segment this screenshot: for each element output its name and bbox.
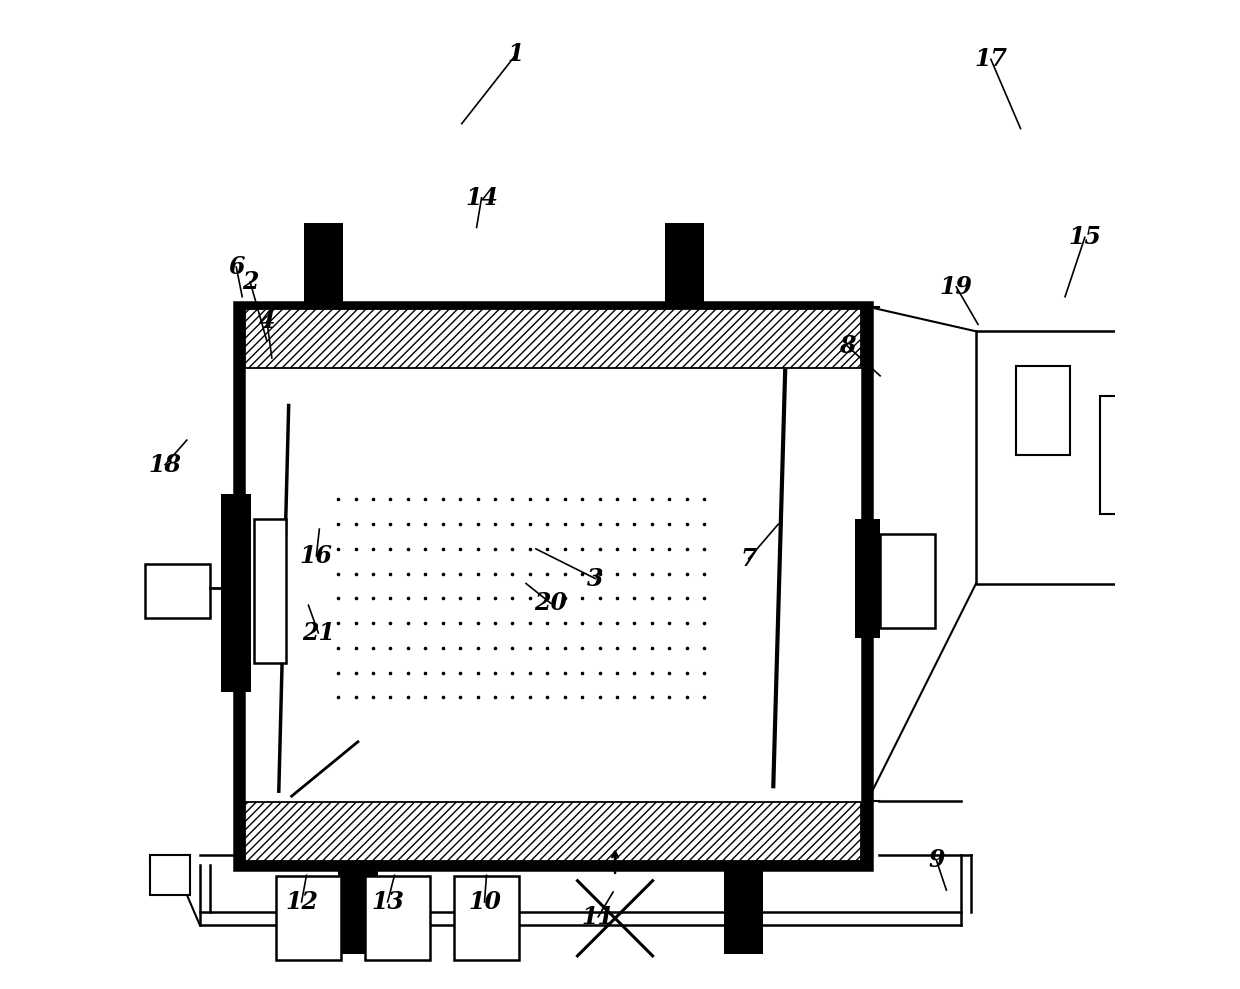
Bar	[665, 223, 704, 307]
Bar	[246, 802, 862, 861]
Bar	[277, 876, 341, 960]
Bar	[304, 223, 343, 307]
Bar	[150, 855, 190, 895]
Text: 6: 6	[228, 255, 244, 279]
Text: 16: 16	[300, 544, 332, 568]
Text: 21: 21	[301, 621, 335, 645]
Text: 3: 3	[587, 567, 604, 590]
Text: 8: 8	[839, 334, 856, 358]
Text: 2: 2	[242, 270, 258, 294]
Text: 14: 14	[465, 186, 498, 210]
Bar	[239, 307, 867, 865]
Bar	[254, 519, 285, 663]
Text: 13: 13	[371, 890, 404, 914]
Text: 7: 7	[740, 547, 756, 571]
Bar	[454, 876, 518, 960]
Text: 19: 19	[940, 275, 972, 299]
Bar	[366, 876, 429, 960]
Bar	[339, 865, 378, 954]
Bar	[145, 564, 210, 618]
Text: 17: 17	[975, 47, 1007, 71]
Bar	[856, 519, 880, 638]
Text: 20: 20	[534, 591, 567, 615]
Bar	[1100, 396, 1137, 514]
Text: 9: 9	[929, 849, 945, 872]
Text: 15: 15	[1069, 225, 1101, 249]
Bar	[880, 534, 935, 628]
Text: 1: 1	[508, 43, 525, 66]
Text: 18: 18	[149, 453, 181, 477]
Text: 4: 4	[259, 310, 275, 333]
Text: 11: 11	[582, 905, 615, 929]
Bar	[246, 309, 862, 368]
Text: 12: 12	[285, 890, 317, 914]
Bar	[222, 494, 252, 692]
Bar	[724, 865, 764, 954]
Bar	[976, 331, 1159, 584]
Text: 10: 10	[467, 890, 501, 914]
Bar	[1016, 366, 1070, 455]
